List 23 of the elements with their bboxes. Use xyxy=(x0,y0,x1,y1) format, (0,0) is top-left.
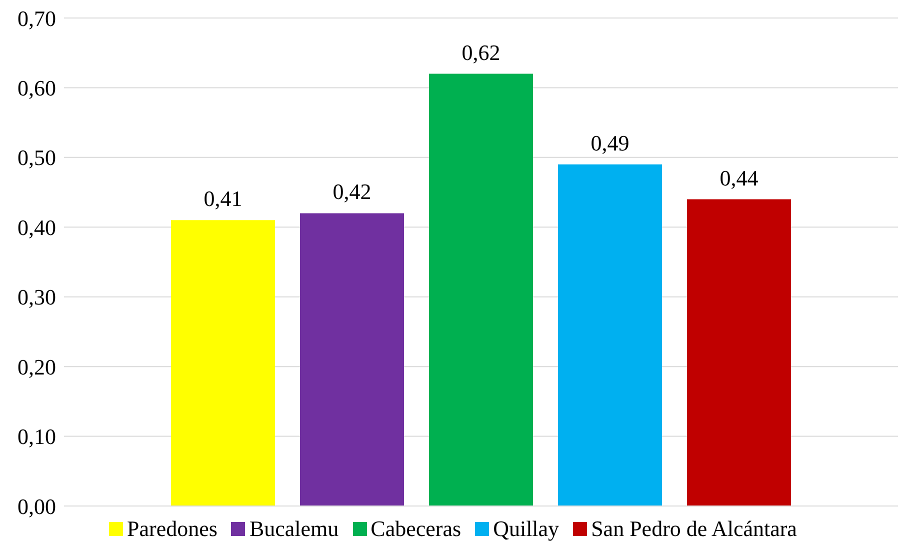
y-tick-label: 0,20 xyxy=(18,354,56,380)
bar xyxy=(687,199,791,506)
y-tick-label: 0,40 xyxy=(18,214,56,240)
legend-label: Cabeceras xyxy=(370,516,462,542)
y-tick-label: 0,00 xyxy=(18,494,56,519)
y-tick-label: 0,60 xyxy=(18,76,56,101)
legend-label: Paredones xyxy=(127,516,218,542)
data-label: 0,49 xyxy=(590,130,630,156)
data-label: 0,42 xyxy=(332,179,372,204)
data-label: 0,62 xyxy=(462,40,500,65)
bar xyxy=(300,213,404,506)
legend-label: Bucalemu xyxy=(249,516,339,542)
legend-label: Quillay xyxy=(493,516,560,542)
bar xyxy=(429,74,533,506)
data-label: 0,44 xyxy=(720,165,758,190)
data-label: 0,41 xyxy=(204,186,242,212)
y-tick-label: 0,30 xyxy=(18,284,56,310)
y-tick-label: 0,50 xyxy=(18,145,56,170)
y-tick-label: 0,10 xyxy=(18,424,56,450)
y-tick-label: 0,70 xyxy=(18,6,56,31)
legend-label: San Pedro de Alcántara xyxy=(591,516,797,542)
bar xyxy=(171,220,275,506)
bar xyxy=(558,164,662,506)
